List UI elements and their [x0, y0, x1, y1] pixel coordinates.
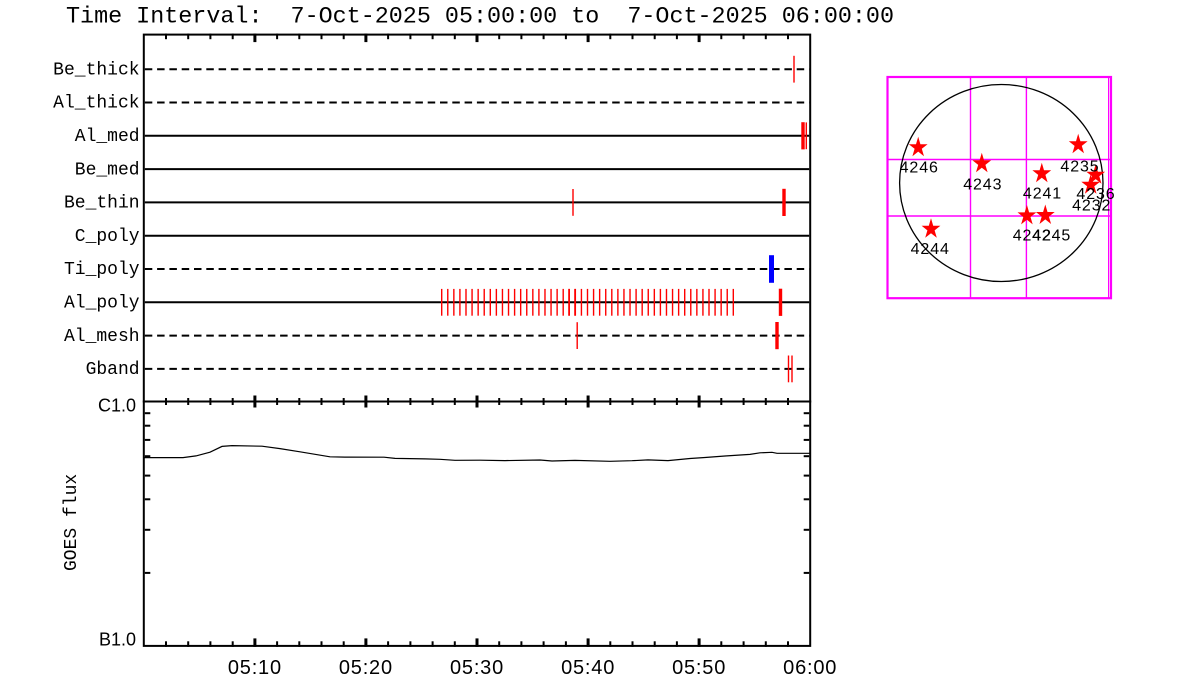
svg-text:05:50: 05:50 — [672, 657, 726, 679]
svg-text:4242: 4242 — [1013, 227, 1052, 244]
svg-text:05:10: 05:10 — [228, 657, 282, 679]
svg-text:Time Interval: 7-Oct-2025 05:: Time Interval: 7-Oct-2025 05:00:00 to 7-… — [66, 5, 894, 31]
svg-text:4236: 4236 — [1076, 186, 1115, 203]
svg-text:Be_thick: Be_thick — [53, 60, 139, 80]
svg-text:4243: 4243 — [963, 177, 1002, 194]
svg-text:C1.0: C1.0 — [98, 396, 136, 416]
svg-text:C_poly: C_poly — [75, 227, 140, 247]
svg-text:Be_med: Be_med — [75, 160, 140, 180]
svg-text:Ti_poly: Ti_poly — [64, 260, 140, 280]
svg-text:Gband: Gband — [86, 360, 140, 380]
svg-text:4235: 4235 — [1060, 159, 1099, 176]
svg-text:4241: 4241 — [1023, 186, 1062, 203]
svg-text:Be_thin: Be_thin — [64, 194, 140, 214]
svg-text:06:00: 06:00 — [783, 657, 837, 679]
svg-text:4244: 4244 — [911, 241, 950, 258]
svg-text:Al_thick: Al_thick — [53, 94, 139, 114]
svg-text:Al_mesh: Al_mesh — [64, 327, 140, 347]
svg-text:05:30: 05:30 — [450, 657, 504, 679]
svg-text:Al_med: Al_med — [75, 127, 140, 147]
svg-text:4246: 4246 — [900, 160, 939, 177]
svg-text:B1.0: B1.0 — [99, 630, 136, 650]
svg-text:4232: 4232 — [1072, 197, 1111, 214]
svg-text:GOES flux: GOES flux — [62, 474, 82, 571]
svg-text:4245: 4245 — [1032, 227, 1071, 244]
svg-text:Al_poly: Al_poly — [64, 294, 140, 314]
svg-text:05:20: 05:20 — [339, 657, 393, 679]
svg-text:05:40: 05:40 — [561, 657, 615, 679]
